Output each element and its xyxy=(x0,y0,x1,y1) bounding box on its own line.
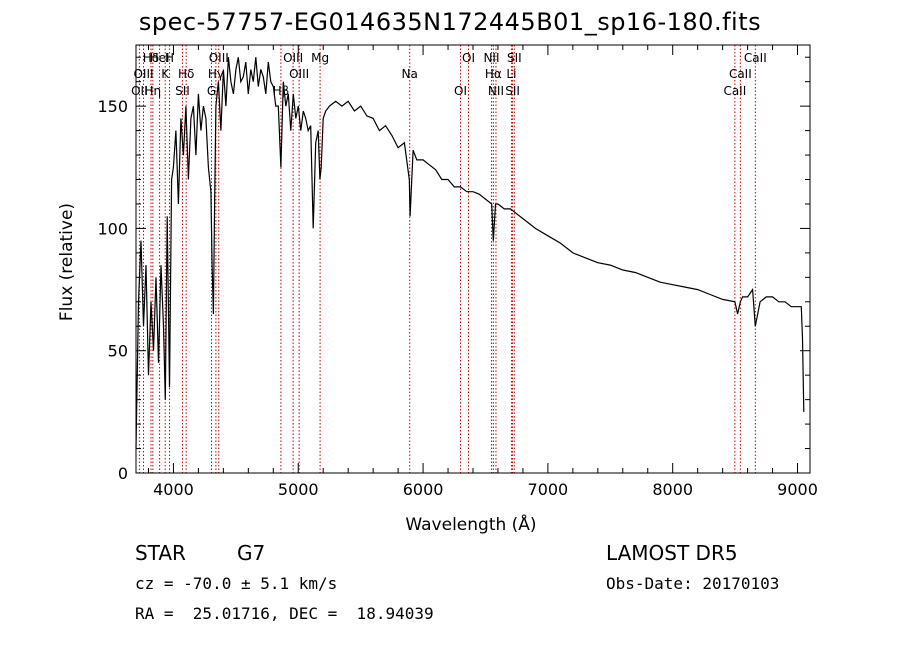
y-axis-label: Flux (relative) xyxy=(57,203,77,321)
y-tick-label: 50 xyxy=(108,342,128,361)
spectral-line-label: OIII xyxy=(133,67,153,81)
object-type: STAR xyxy=(135,541,186,565)
redshift-cz: cz = -70.0 ± 5.1 km/s xyxy=(135,574,338,593)
spectral-line-label: OI xyxy=(462,51,475,65)
y-tick-label: 150 xyxy=(97,97,128,116)
spectral-line-label: CaII xyxy=(744,51,767,65)
spectral-line-label: Hα xyxy=(485,67,502,81)
plot-frame xyxy=(135,44,811,474)
spectral-line-label: Hγ xyxy=(208,67,224,81)
spectral-line-label: K xyxy=(161,67,170,81)
survey-name: LAMOST DR5 xyxy=(606,541,738,565)
spectrum-line xyxy=(135,57,805,449)
spectral-line-label: OIII xyxy=(209,51,229,65)
y-tick-label: 0 xyxy=(118,464,128,483)
observation-date: Obs-Date: 20170103 xyxy=(606,574,780,593)
x-axis: 4000 5000 6000 7000 8000 9000 xyxy=(147,45,818,499)
y-tick-label: 100 xyxy=(97,219,128,238)
spectral-line-label: OI xyxy=(454,84,467,98)
spectral-line-label: Hη xyxy=(145,84,162,98)
spectral-line-label: OIII xyxy=(283,51,303,65)
spectral-line-label: SII xyxy=(507,51,522,65)
coordinates: RA = 25.01716, DEC = 18.94039 xyxy=(135,604,434,623)
x-tick-label: 6000 xyxy=(403,480,444,499)
x-tick-label: 4000 xyxy=(153,480,194,499)
spectral-line-label: SII xyxy=(175,84,190,98)
y-axis: 0 50 100 150 xyxy=(97,56,810,483)
spectral-line-label: OII xyxy=(131,84,148,98)
spectral-line-label: Li xyxy=(506,67,516,81)
x-tick-label: 7000 xyxy=(528,480,569,499)
spectral-line-label: Hδ xyxy=(178,67,194,81)
x-tick-label: 8000 xyxy=(652,480,693,499)
chart-title: spec-57757-EG014635N172445B01_sp16-180.f… xyxy=(138,8,762,36)
spectral-line-label: NII xyxy=(483,51,499,65)
spectral-line-label: H xyxy=(165,51,174,65)
spectral-line-label: CaII xyxy=(729,67,752,81)
spectral-line-label: G xyxy=(207,84,216,98)
line-markers xyxy=(138,45,756,473)
spectral-line-label: Na xyxy=(402,67,418,81)
x-tick-label: 9000 xyxy=(777,480,818,499)
spectral-line-label: OIII xyxy=(289,67,309,81)
spectral-line-label: Mg xyxy=(311,51,329,65)
spectral-line-label: SII xyxy=(505,84,520,98)
line-labels: HδKOIIHeIOIIIHηHHδSIIOIIIHγGOIIIOIIIHβMg… xyxy=(131,51,767,98)
subclass: G7 xyxy=(237,541,266,565)
spectral-line-label: Hδ xyxy=(143,51,159,65)
x-axis-label: Wavelength (Å) xyxy=(405,513,536,535)
x-tick-label: 5000 xyxy=(278,480,319,499)
spectral-line-label: CaII xyxy=(723,84,746,98)
spectral-line-label: NII xyxy=(488,84,504,98)
spectral-line-label: HeI xyxy=(150,51,170,65)
